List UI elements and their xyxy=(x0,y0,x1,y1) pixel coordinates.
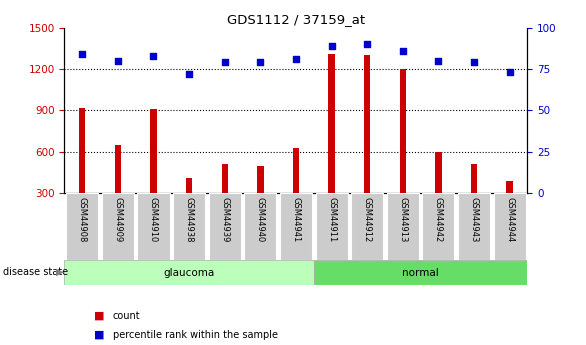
Text: GSM44943: GSM44943 xyxy=(469,197,479,242)
Bar xyxy=(423,193,454,260)
Bar xyxy=(186,178,192,193)
Point xyxy=(185,71,194,77)
Text: ■: ■ xyxy=(94,330,104,339)
Bar xyxy=(351,193,383,260)
Text: GSM44908: GSM44908 xyxy=(78,197,87,242)
Bar xyxy=(244,193,277,260)
Text: GSM44941: GSM44941 xyxy=(291,197,301,242)
Bar xyxy=(79,108,86,193)
Point xyxy=(398,48,407,53)
Bar xyxy=(280,193,312,260)
Point xyxy=(113,58,122,63)
Bar xyxy=(458,193,490,260)
Point xyxy=(363,41,372,47)
Bar xyxy=(315,193,347,260)
Text: GSM44939: GSM44939 xyxy=(220,197,229,242)
Bar xyxy=(314,260,527,285)
Text: count: count xyxy=(113,311,140,321)
Text: ■: ■ xyxy=(94,311,104,321)
Bar xyxy=(293,148,299,193)
Title: GDS1112 / 37159_at: GDS1112 / 37159_at xyxy=(227,13,365,27)
Bar xyxy=(173,193,205,260)
Bar xyxy=(209,193,241,260)
Bar xyxy=(257,166,264,193)
Bar xyxy=(364,55,370,193)
Bar xyxy=(506,181,513,193)
Text: disease state: disease state xyxy=(3,267,68,276)
Point xyxy=(469,60,479,65)
Text: GSM44944: GSM44944 xyxy=(505,197,514,242)
Text: GSM44909: GSM44909 xyxy=(113,197,122,242)
Bar xyxy=(138,193,169,260)
Text: glaucoma: glaucoma xyxy=(163,268,214,277)
Point xyxy=(149,53,158,59)
Bar xyxy=(400,69,406,193)
Bar xyxy=(222,164,228,193)
Bar xyxy=(150,109,156,193)
Text: GSM44910: GSM44910 xyxy=(149,197,158,242)
Bar xyxy=(328,54,335,193)
Text: normal: normal xyxy=(402,268,439,277)
Text: ▶: ▶ xyxy=(56,267,64,276)
Text: GSM44913: GSM44913 xyxy=(398,197,407,242)
Point xyxy=(434,58,443,63)
Point xyxy=(327,43,336,49)
Point xyxy=(505,70,515,75)
Bar xyxy=(115,145,121,193)
Bar xyxy=(471,164,477,193)
Text: percentile rank within the sample: percentile rank within the sample xyxy=(113,330,278,339)
Bar xyxy=(64,260,314,285)
Bar xyxy=(387,193,419,260)
Text: GSM44940: GSM44940 xyxy=(256,197,265,242)
Bar xyxy=(102,193,134,260)
Point xyxy=(220,60,229,65)
Text: GSM44911: GSM44911 xyxy=(327,197,336,242)
Point xyxy=(77,51,87,57)
Text: GSM44938: GSM44938 xyxy=(185,197,193,242)
Bar xyxy=(66,193,98,260)
Point xyxy=(255,60,265,65)
Text: GSM44942: GSM44942 xyxy=(434,197,443,242)
Point xyxy=(291,56,301,62)
Bar xyxy=(435,152,442,193)
Text: GSM44912: GSM44912 xyxy=(363,197,372,242)
Bar xyxy=(493,193,526,260)
